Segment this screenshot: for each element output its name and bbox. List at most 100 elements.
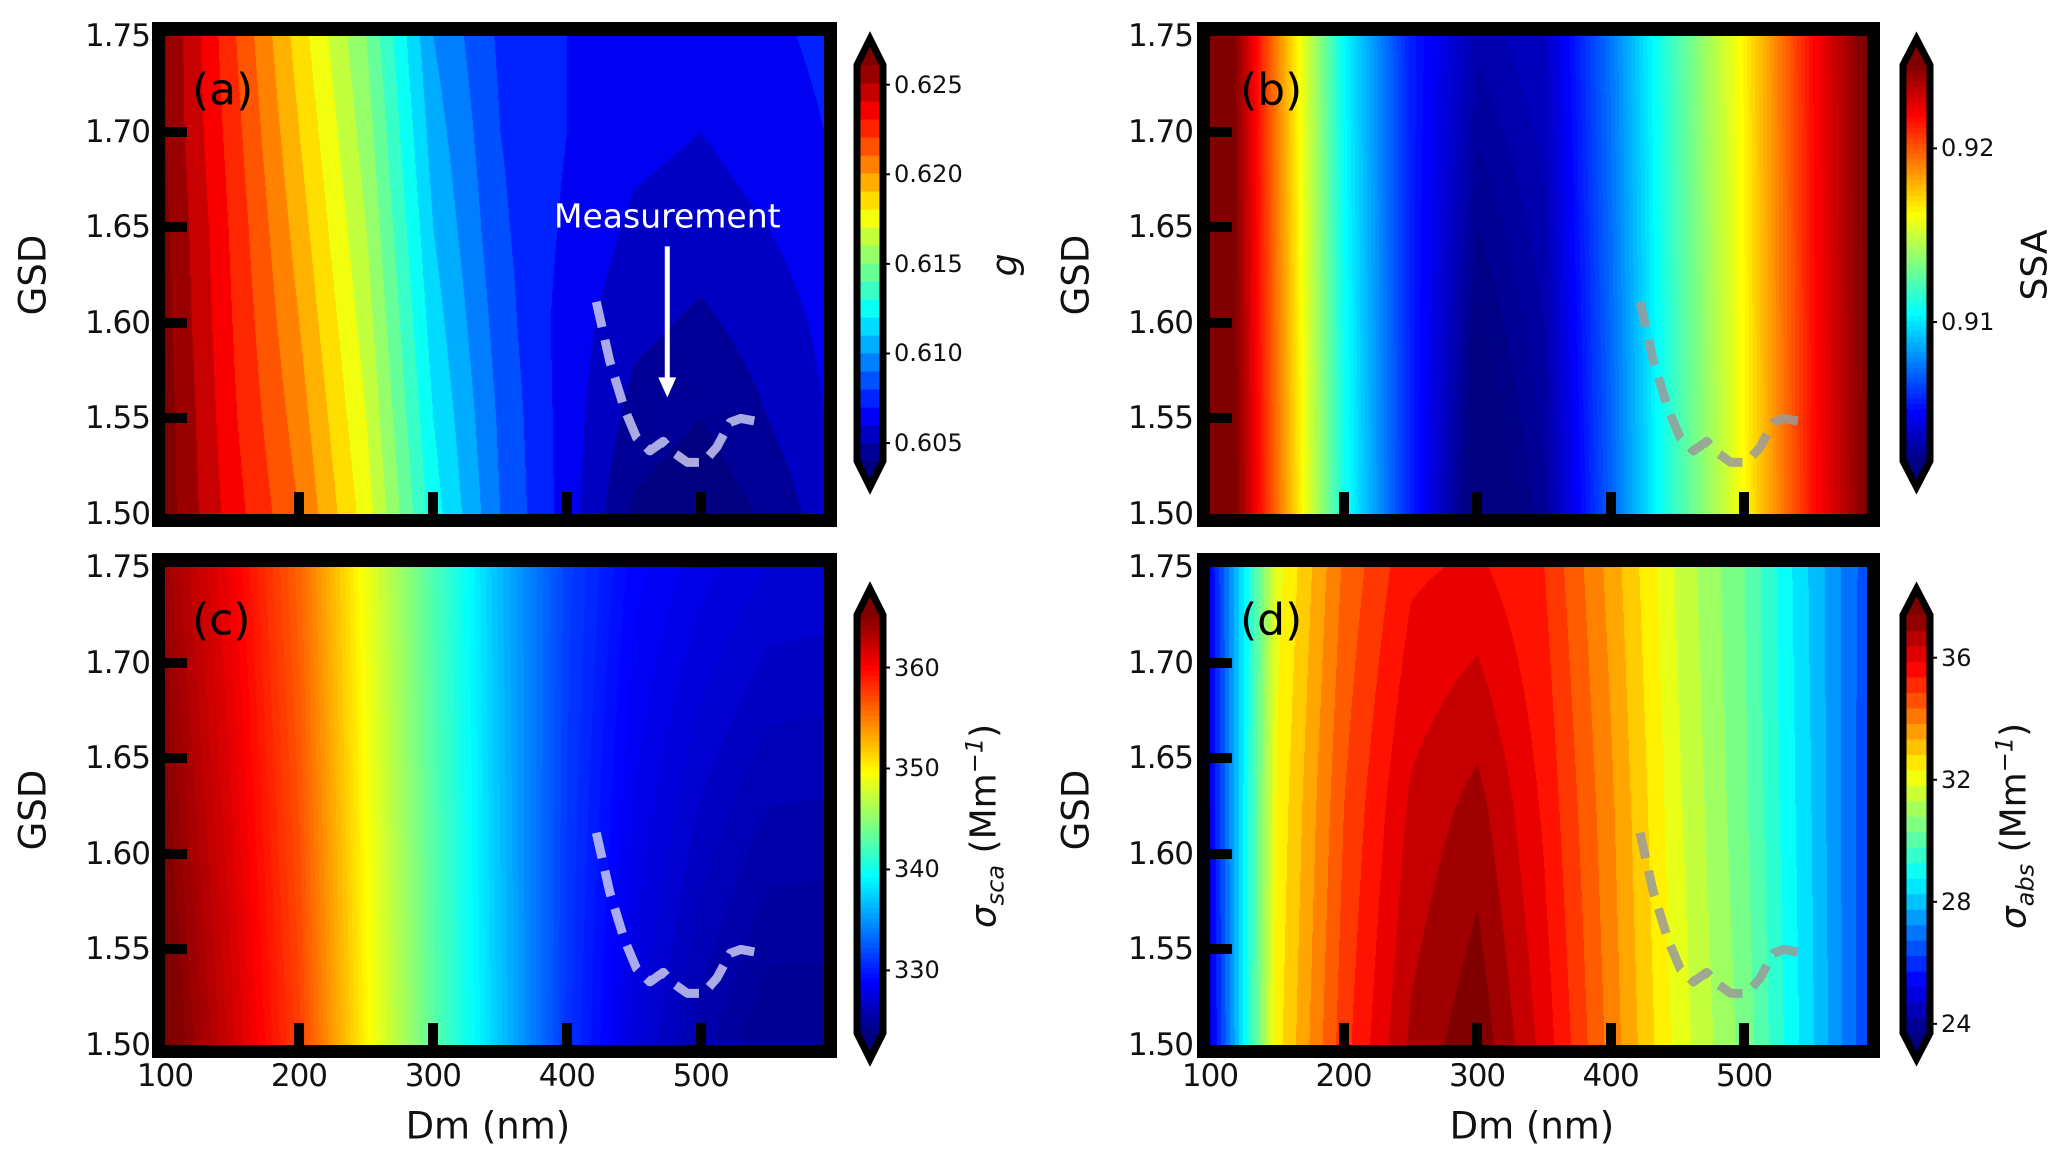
y-tick-label: 1.70 xyxy=(1127,644,1194,681)
x-tick-mark xyxy=(1739,492,1750,514)
y-tick-label: 1.60 xyxy=(84,835,151,872)
colorbar-band xyxy=(1903,388,1930,394)
y-tick-label: 1.75 xyxy=(1127,18,1194,54)
colorbar-band xyxy=(1903,164,1930,170)
panel-label: (b) xyxy=(1240,64,1303,116)
colorbar-band xyxy=(857,982,883,989)
colorbar-tick-label: 28 xyxy=(1941,887,1972,916)
colorbar-band xyxy=(857,871,883,878)
colorbar-band xyxy=(857,625,883,631)
x-tick-mark xyxy=(695,1023,706,1045)
colorbar-band xyxy=(857,886,883,893)
colorbar-band xyxy=(1903,615,1930,632)
colorbar-band xyxy=(1903,75,1930,82)
colorbar-band xyxy=(1903,80,1930,87)
x-tick-mark xyxy=(293,1023,304,1045)
colorbar-band xyxy=(857,715,883,722)
colorbar-band xyxy=(857,922,883,928)
colorbar-band xyxy=(857,101,883,120)
colorbar-band xyxy=(1903,91,1930,97)
x-tick-mark xyxy=(695,492,706,514)
x-tick-label: 400 xyxy=(538,1058,596,1094)
y-tick-mark xyxy=(1210,222,1232,233)
colorbar-band xyxy=(1903,986,1930,1003)
colorbar-band xyxy=(857,992,883,999)
colorbar-band xyxy=(857,745,883,752)
colorbar-band xyxy=(857,263,883,282)
colorbar-band xyxy=(1903,393,1930,400)
colorbar-tick-label: 360 xyxy=(894,653,940,682)
y-tick-label: 1.70 xyxy=(1127,113,1194,150)
colorbar-band xyxy=(857,245,883,264)
x-tick-mark xyxy=(561,492,572,514)
colorbar-title-sub: abs xyxy=(2011,863,2040,907)
colorbar-band xyxy=(1903,816,1930,833)
colorbar-band xyxy=(1903,382,1930,389)
colorbar-band xyxy=(857,781,883,787)
colorbar-band xyxy=(857,932,883,938)
colorbar-band xyxy=(857,389,883,408)
colorbar-band xyxy=(1903,153,1930,160)
colorbar-band xyxy=(1903,106,1930,113)
colorbar-band xyxy=(857,137,883,156)
colorbar-band xyxy=(1903,403,1930,410)
y-tick-label: 1.50 xyxy=(84,1027,151,1063)
y-tick-label: 1.55 xyxy=(1127,400,1194,437)
colorbar-band xyxy=(1903,445,1930,452)
colorbar-band xyxy=(1903,304,1930,311)
colorbar-band xyxy=(857,655,883,661)
contour-field xyxy=(165,36,824,514)
colorbar-band xyxy=(857,942,883,948)
annotation-arrow-head xyxy=(658,377,677,398)
colorbar-band xyxy=(1903,117,1930,123)
colorbar-band xyxy=(1903,252,1930,259)
colorbar-band xyxy=(857,281,883,300)
colorbar-band xyxy=(857,957,883,964)
colorbar-band xyxy=(1903,909,1930,926)
colorbar-band xyxy=(1903,692,1930,709)
colorbar-band xyxy=(1903,242,1930,248)
colorbar-band xyxy=(857,191,883,210)
colorbar-band xyxy=(1903,862,1930,879)
colorbar-band xyxy=(1903,143,1930,149)
colorbar-band xyxy=(857,353,883,372)
y-tick-label: 1.55 xyxy=(84,400,151,437)
x-tick-mark xyxy=(293,492,304,514)
colorbar-band xyxy=(857,335,883,354)
x-tick-label: 500 xyxy=(672,1058,730,1094)
contour-field xyxy=(1210,567,1867,1045)
colorbar-band xyxy=(1903,924,1930,941)
y-tick-label: 1.75 xyxy=(1127,549,1194,585)
x-tick-mark xyxy=(1472,1023,1483,1045)
colorbar-band xyxy=(857,725,883,732)
colorbar-band xyxy=(857,917,883,923)
colorbar-band xyxy=(857,299,883,318)
colorbar-band xyxy=(1903,289,1930,295)
colorbar-tick-label: 340 xyxy=(894,855,940,884)
colorbar-band xyxy=(1903,247,1930,254)
y-tick-label: 1.65 xyxy=(1127,740,1194,777)
colorbar-outline xyxy=(853,31,887,495)
colorbar-band xyxy=(857,987,883,994)
colorbar-tick-label: 24 xyxy=(1941,1009,1972,1038)
colorbar-band xyxy=(857,977,883,984)
colorbar-band xyxy=(1903,216,1930,222)
colorbar-band xyxy=(1903,174,1930,181)
colorbar-title-symbol: σ xyxy=(1993,906,2035,930)
colorbar-band xyxy=(1903,356,1930,363)
colorbar-band xyxy=(857,620,883,626)
colorbar-band xyxy=(1903,263,1930,269)
x-tick-label: 100 xyxy=(1181,1058,1239,1094)
colorbar-band xyxy=(857,766,883,772)
colorbar-band xyxy=(1903,70,1930,77)
x-tick-label: 300 xyxy=(1448,1058,1506,1094)
measurement-line xyxy=(1635,300,1806,467)
x-tick-label: 200 xyxy=(270,1058,328,1094)
x-tick-mark xyxy=(561,1023,572,1045)
colorbar-band xyxy=(1903,723,1930,740)
colorbar-band xyxy=(857,1012,883,1019)
colorbar-band xyxy=(857,65,883,84)
colorbar-tick-label: 0.605 xyxy=(894,429,963,458)
colorbar-band xyxy=(857,730,883,737)
